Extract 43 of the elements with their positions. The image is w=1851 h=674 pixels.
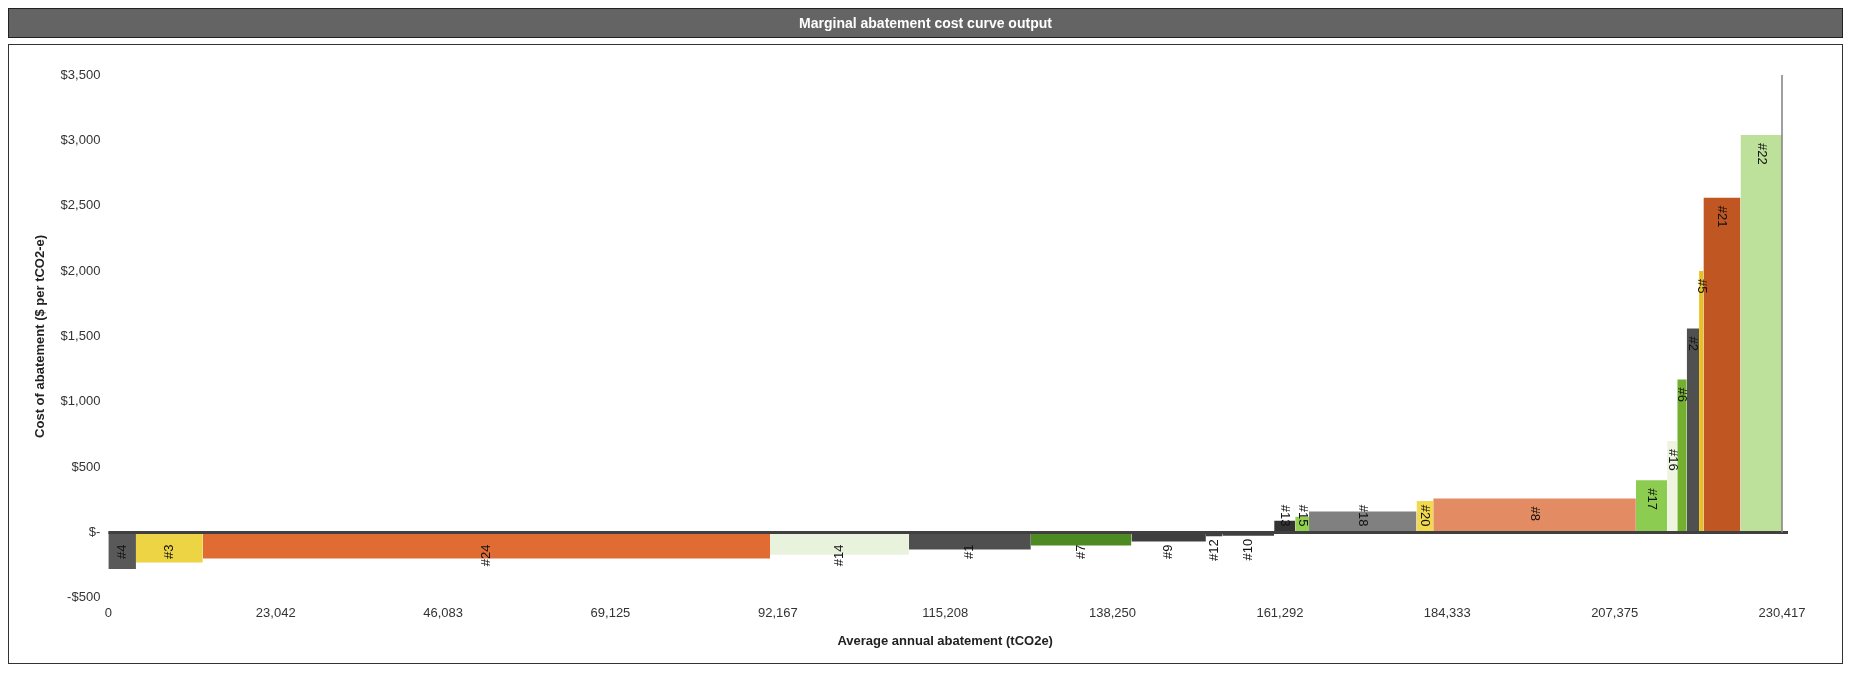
- x-tick-label: 69,125: [590, 605, 631, 621]
- x-tick-label: 46,083: [423, 605, 463, 621]
- y-tick-label: $1,000: [60, 393, 101, 409]
- text: #7: [1072, 544, 1088, 559]
- y-tick-label: $3,000: [60, 131, 101, 147]
- text: #9: [1160, 544, 1176, 559]
- series-label: #18: [1356, 504, 1372, 527]
- x-tick-label: 207,375: [1591, 605, 1639, 621]
- x-tick-label: 161,292: [1256, 605, 1304, 621]
- series-label: #5: [1694, 279, 1710, 294]
- y-tick-label: $-: [88, 524, 101, 540]
- x-tick-label: 115,208: [922, 605, 969, 621]
- x-tick-label: 0: [104, 605, 112, 621]
- text: #12: [1205, 539, 1221, 562]
- y-tick-label: $2,500: [60, 197, 101, 213]
- series-label: #3: [160, 544, 176, 559]
- x-tick-label: 23,042: [255, 605, 296, 621]
- x-tick-label: 138,250: [1089, 605, 1137, 621]
- y-tick-label: -$500: [67, 589, 101, 605]
- text: #14: [831, 544, 847, 567]
- series-label: #4: [113, 544, 129, 559]
- chart-title: Marginal abatement cost curve output: [8, 8, 1843, 38]
- series-label: #2: [1686, 336, 1702, 352]
- series-label: #16: [1665, 448, 1681, 471]
- y-tick-label: $2,000: [60, 262, 101, 278]
- y-axis-title: Cost of abatement ($ per tCO2-e): [32, 234, 48, 438]
- x-tick-label: 230,417: [1758, 605, 1806, 621]
- series-label: #20: [1418, 504, 1434, 527]
- text: #15: [1295, 504, 1311, 527]
- y-tick-label: $500: [71, 458, 101, 474]
- text: #10: [1239, 538, 1255, 561]
- series-label: #24: [478, 544, 494, 567]
- series-label: #17: [1644, 488, 1660, 510]
- x-tick-label: 184,333: [1423, 605, 1471, 621]
- series-label: #22: [1754, 143, 1770, 165]
- y-tick-label: $3,500: [60, 66, 101, 82]
- series-label: #21: [1715, 205, 1731, 228]
- series-label: #8: [1527, 506, 1543, 521]
- x-axis-title: Average annual abatement (tCO2e): [837, 632, 1053, 648]
- y-tick-label: $1,500: [60, 327, 101, 343]
- series-label: #6: [1675, 387, 1691, 402]
- x-tick-label: 92,167: [757, 605, 798, 621]
- text: #1: [961, 544, 977, 559]
